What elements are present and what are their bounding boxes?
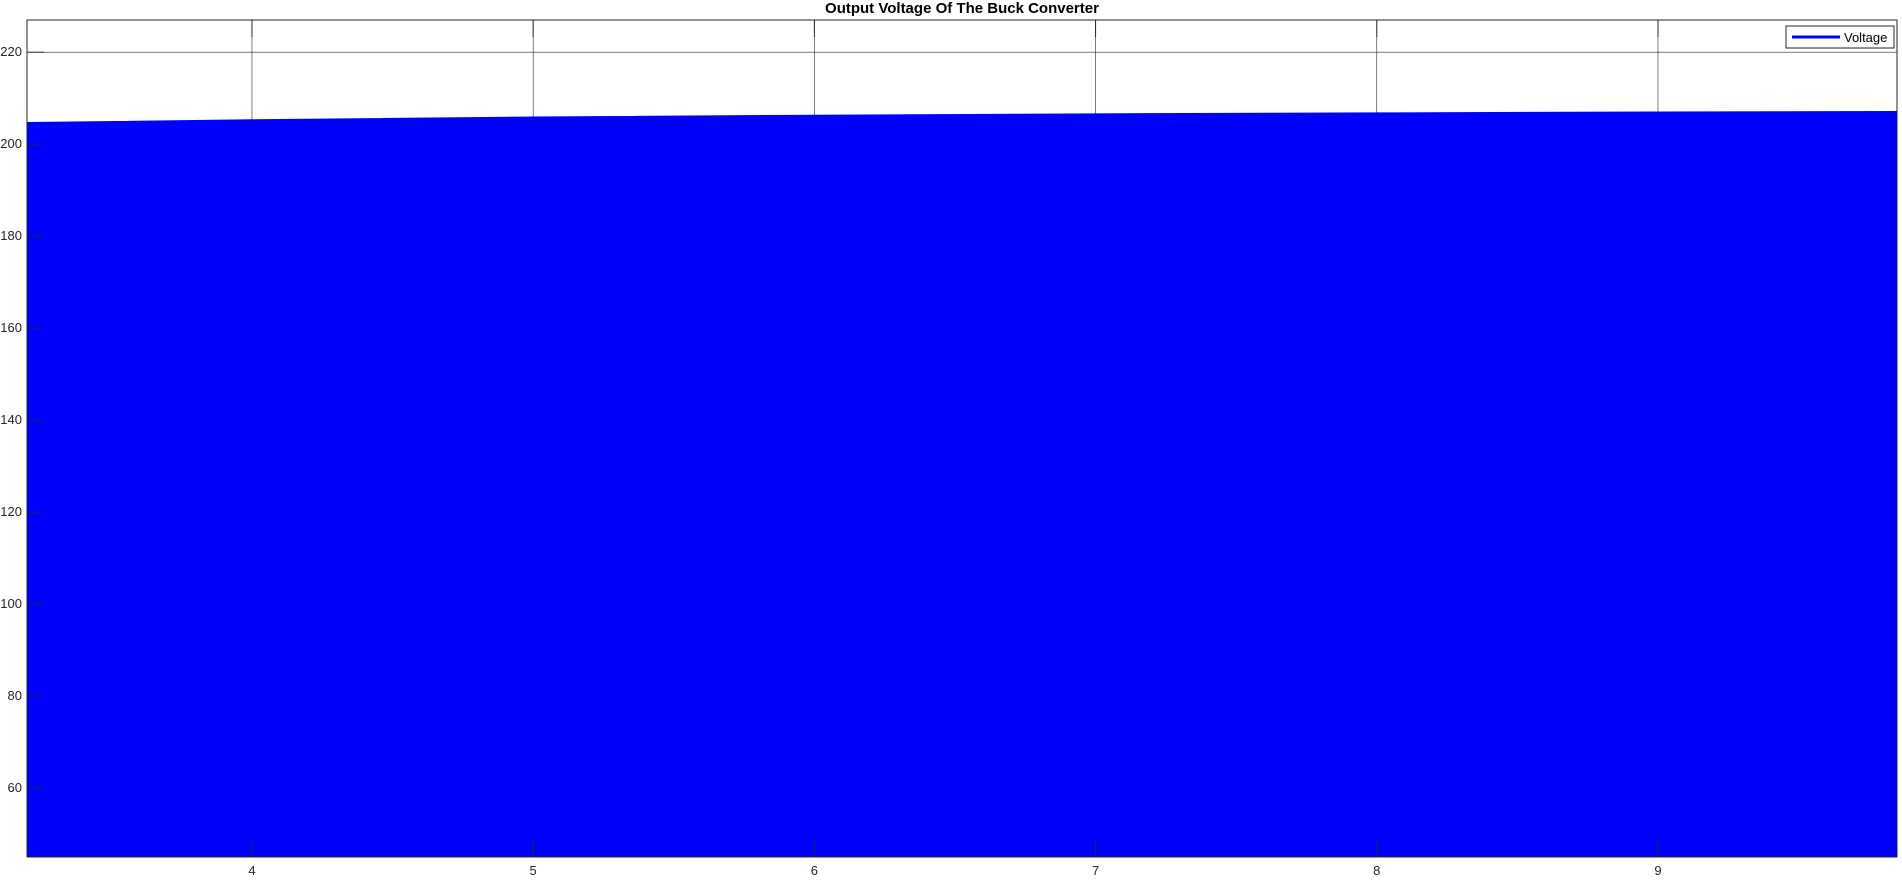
y-tick-label: 60 <box>8 780 22 795</box>
axis-ticks: 4 5 6 7 8 9 60 80 100 120 140 160 180 200 220 <box>0 20 1662 878</box>
y-tick-label: 160 <box>0 320 22 335</box>
x-tick-label: 8 <box>1373 863 1380 878</box>
data-marks <box>26 111 1898 858</box>
chart-title: Output Voltage Of The Buck Converter <box>825 0 1099 17</box>
x-tick-label: 9 <box>1654 863 1661 878</box>
x-tick-label: 7 <box>1092 863 1099 878</box>
legend: Voltage <box>1785 25 1895 49</box>
y-tick-label: 100 <box>0 596 22 611</box>
x-tick-label: 4 <box>248 863 255 878</box>
plot-frame <box>26 19 1898 858</box>
legend-label-voltage: Voltage <box>1844 30 1887 45</box>
series-area-voltage <box>26 111 1898 858</box>
x-tick-label: 5 <box>530 863 537 878</box>
y-tick-label: 140 <box>0 412 22 427</box>
y-tick-label: 120 <box>0 504 22 519</box>
x-tick-label: 6 <box>811 863 818 878</box>
y-tick-label: 180 <box>0 228 22 243</box>
y-tick-label: 200 <box>0 136 22 151</box>
y-tick-label: 220 <box>0 44 22 59</box>
y-tick-label: 80 <box>8 688 22 703</box>
